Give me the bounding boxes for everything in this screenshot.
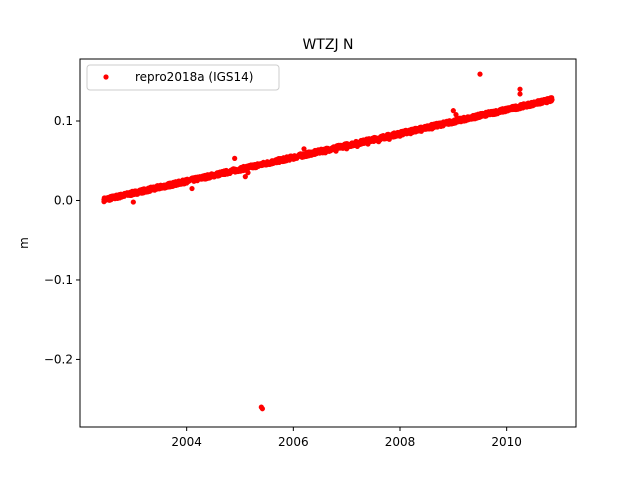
data-point — [354, 143, 360, 150]
chart-title: WTZJ N — [302, 37, 353, 53]
data-point — [194, 178, 200, 184]
data-point — [344, 146, 350, 152]
data-point — [232, 155, 238, 161]
data-point — [477, 71, 483, 77]
data-point — [101, 197, 107, 203]
y-tick-label: −0.2 — [44, 352, 73, 366]
data-point — [450, 120, 456, 126]
data-point — [333, 148, 339, 154]
data-point — [205, 175, 211, 181]
data-point — [517, 91, 523, 97]
data-point — [429, 126, 435, 132]
data-point — [525, 101, 531, 107]
data-point — [450, 108, 456, 114]
data-point — [453, 112, 459, 118]
data-point — [242, 174, 248, 180]
data-point — [493, 111, 499, 117]
data-point — [376, 139, 382, 145]
y-axis-label: m — [17, 237, 31, 249]
data-point — [312, 151, 318, 157]
data-point — [237, 166, 243, 172]
data-point — [504, 108, 510, 114]
data-point — [258, 162, 264, 168]
x-tick-label: 2006 — [278, 435, 309, 449]
data-point — [514, 104, 520, 111]
data-point — [216, 173, 222, 179]
legend-marker — [103, 74, 109, 80]
axes-layer: 2004 2006 2008 2010 −0.2 −0.1 0.0 0.1 — [44, 58, 577, 449]
data-point — [386, 136, 392, 142]
data-point — [226, 170, 232, 176]
data-point — [189, 185, 195, 192]
data-point — [130, 191, 136, 197]
x-tick-label: 2008 — [385, 435, 416, 449]
legend: repro2018a (IGS14) — [86, 64, 280, 91]
data-point — [152, 187, 158, 193]
data-point — [546, 96, 552, 103]
data-point — [141, 189, 147, 196]
plot-frame — [79, 58, 577, 428]
y-tick-label: 0.0 — [54, 193, 73, 207]
data-point — [109, 195, 115, 201]
data-point — [517, 86, 523, 92]
data-point — [290, 156, 296, 162]
data-point — [280, 158, 286, 165]
data-point — [440, 123, 446, 129]
data-point — [269, 160, 275, 166]
data-point — [472, 116, 478, 122]
data-point — [418, 128, 424, 134]
data-point — [322, 150, 328, 156]
data-point — [120, 193, 126, 200]
data-point — [184, 180, 190, 186]
data-point — [408, 131, 414, 137]
data-point — [461, 118, 467, 124]
data-point — [365, 141, 371, 147]
x-tick-label: 2010 — [491, 435, 522, 449]
y-tick-label: 0.1 — [54, 114, 73, 128]
data-point — [248, 163, 254, 169]
y-tick-label: −0.1 — [44, 273, 73, 287]
data-point — [173, 182, 179, 188]
data-point — [397, 133, 403, 139]
data-point — [259, 406, 265, 412]
data-point — [482, 113, 488, 119]
data-point — [301, 146, 307, 152]
data-point — [536, 99, 542, 105]
legend-frame — [86, 64, 280, 91]
x-tick-label: 2004 — [171, 435, 202, 449]
data-point — [130, 199, 136, 205]
legend-label: repro2018a (IGS14) — [135, 70, 253, 84]
data-point — [162, 185, 168, 191]
data-point — [301, 154, 307, 160]
data-point — [245, 170, 251, 176]
points-layer — [101, 71, 555, 412]
